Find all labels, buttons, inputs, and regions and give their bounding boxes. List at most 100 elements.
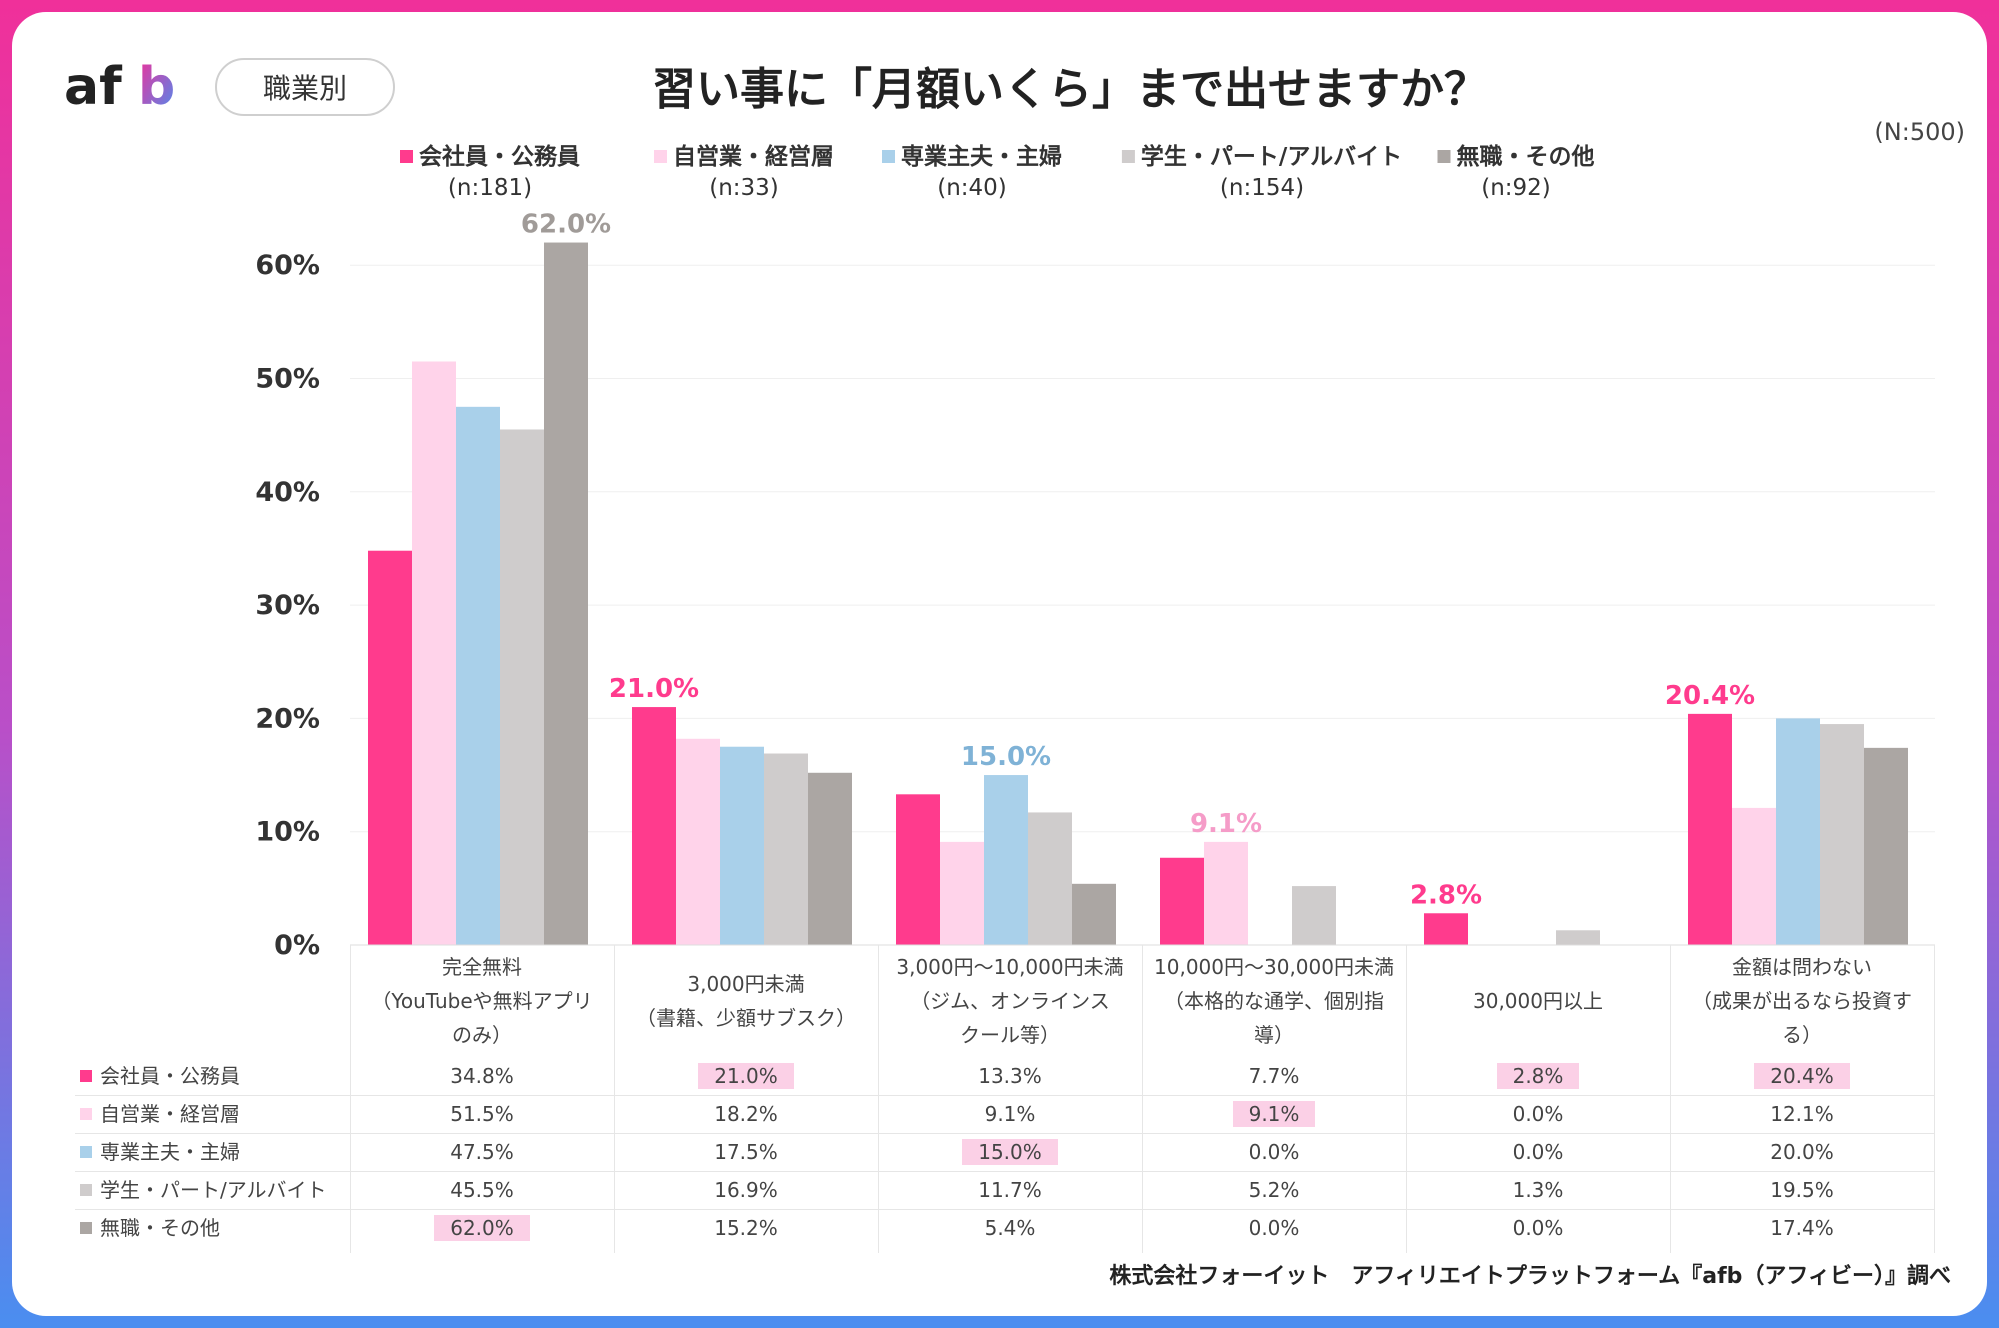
data-label: 62.0% — [521, 210, 611, 240]
bar — [720, 746, 764, 945]
table-cell: 0.0% — [1248, 1216, 1300, 1240]
svg-text:af: af — [64, 58, 123, 117]
bar — [500, 429, 544, 945]
total-sample-size: (N:500) — [1874, 118, 1965, 146]
y-tick-label: 60% — [255, 250, 320, 281]
source-note: 株式会社フォーイット アフィリエイトプラットフォーム『afb（アフィビー）』調べ — [1109, 1264, 1951, 1289]
table-row-label: 専業主夫・主婦 — [80, 1133, 350, 1171]
y-tick-label: 40% — [255, 477, 320, 508]
bar — [808, 772, 852, 945]
table-cell: 21.0% — [614, 1057, 878, 1095]
bar — [896, 794, 940, 945]
category-label: 金額は問わない （成果が出るなら投資す る） — [1692, 955, 1912, 1047]
table-cell: 47.5% — [450, 1140, 514, 1164]
row-swatch — [80, 1222, 92, 1234]
table-cell: 19.5% — [1770, 1178, 1834, 1202]
bar — [1556, 930, 1600, 945]
table-row-label: 会社員・公務員 — [80, 1057, 350, 1095]
row-swatch — [80, 1184, 92, 1196]
table-cell: 45.5% — [450, 1178, 514, 1202]
data-label: 2.8% — [1410, 880, 1482, 910]
bar — [1204, 841, 1248, 945]
table-cell: 9.1% — [1142, 1095, 1406, 1133]
table-cell: 11.7% — [978, 1178, 1042, 1202]
y-tick-label: 50% — [255, 364, 320, 395]
table-cell: 17.4% — [1770, 1216, 1834, 1240]
legend-item: 会社員・公務員 (n:181) — [400, 142, 580, 204]
bar — [676, 738, 720, 945]
bar — [368, 550, 412, 945]
table-cell: 0.0% — [1512, 1102, 1564, 1126]
table-cell: 0.0% — [1512, 1140, 1564, 1164]
bar — [1688, 713, 1732, 945]
bar — [1160, 857, 1204, 945]
y-tick-label: 0% — [274, 930, 320, 961]
data-label: 15.0% — [961, 742, 1051, 772]
row-divider — [75, 1095, 1935, 1096]
legend-sample-size: (n:33) — [709, 175, 779, 201]
bar — [1776, 718, 1820, 945]
row-divider — [75, 1171, 1935, 1172]
legend-swatch — [400, 150, 413, 163]
bar — [632, 707, 676, 945]
legend-sample-size: (n:154) — [1219, 175, 1305, 201]
table-cell: 20.4% — [1670, 1057, 1934, 1095]
legend-swatch — [1437, 150, 1451, 163]
data-label: 21.0% — [609, 674, 699, 704]
table-cell: 20.0% — [1770, 1140, 1834, 1164]
table-cell: 5.2% — [1248, 1178, 1300, 1202]
bar — [1732, 807, 1776, 945]
legend-item: 学生・パート/アルバイト (n:154) — [1121, 142, 1403, 204]
legend-sample-size: (n:181) — [447, 175, 533, 201]
bar — [1424, 913, 1468, 945]
legend-item: 無職・その他 (n:92) — [1437, 142, 1595, 204]
legend-item: 自営業・経営層 (n:33) — [654, 142, 834, 204]
y-tick-label: 20% — [255, 703, 320, 734]
bar — [1864, 747, 1908, 945]
data-label: 20.4% — [1665, 681, 1755, 711]
category-tag: 職業別 — [215, 58, 395, 116]
column-divider — [878, 945, 879, 1253]
afb-logo: af b — [64, 58, 175, 117]
category-label: 10,000円～30,000円未満 （本格的な通学、個別指 導） — [1154, 955, 1394, 1047]
bar — [1028, 812, 1072, 945]
category-label: 3,000円～10,000円未満 （ジム、オンラインス クール等） — [896, 955, 1124, 1047]
bar — [412, 361, 456, 945]
column-divider — [1142, 945, 1143, 1253]
table-cell: 1.3% — [1512, 1178, 1564, 1202]
table-row-label: 無職・その他 — [80, 1209, 350, 1247]
column-divider — [1934, 945, 1935, 1253]
legend-item: 専業主夫・主婦 (n:40) — [882, 142, 1062, 204]
table-cell: 0.0% — [1248, 1140, 1300, 1164]
bar — [940, 841, 984, 945]
table-cell: 17.5% — [714, 1140, 778, 1164]
column-divider — [1406, 945, 1407, 1253]
row-divider — [75, 1209, 1935, 1210]
bar — [984, 775, 1028, 945]
legend-swatch — [1121, 150, 1135, 163]
bar — [1072, 883, 1116, 945]
bar — [764, 753, 808, 945]
table-cell: 15.2% — [714, 1216, 778, 1240]
row-swatch — [80, 1108, 92, 1120]
table-cell: 62.0% — [350, 1209, 614, 1247]
table-cell: 5.4% — [984, 1216, 1036, 1240]
table-cell: 7.7% — [1248, 1064, 1300, 1088]
bar — [1820, 724, 1864, 945]
category-label: 完全無料 （YouTubeや無料アプリ のみ） — [371, 955, 593, 1047]
y-tick-label: 10% — [255, 817, 320, 848]
column-divider — [1670, 945, 1671, 1253]
legend-label: 専業主夫・主婦 — [901, 144, 1062, 170]
row-swatch — [80, 1070, 92, 1082]
legend-swatch — [654, 150, 667, 163]
column-divider — [350, 945, 351, 1253]
row-swatch — [80, 1146, 92, 1158]
legend-label: 学生・パート/アルバイト — [1140, 144, 1403, 170]
legend-label: 自営業・経営層 — [673, 144, 834, 170]
table-row-label: 自営業・経営層 — [80, 1095, 350, 1133]
data-label: 9.1% — [1190, 809, 1262, 839]
chart-title: 習い事に「月額いくら」まで出せますか？ — [652, 64, 1488, 115]
table-cell: 0.0% — [1512, 1216, 1564, 1240]
legend-sample-size: (n:40) — [937, 175, 1007, 201]
